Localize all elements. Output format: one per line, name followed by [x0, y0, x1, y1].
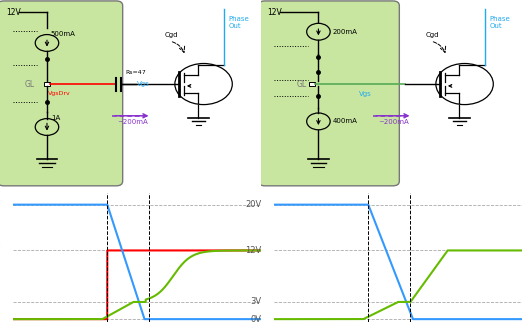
- Text: GL: GL: [296, 80, 307, 89]
- FancyBboxPatch shape: [258, 1, 399, 186]
- Text: 200mA: 200mA: [333, 29, 358, 35]
- Text: Cgd: Cgd: [164, 32, 178, 38]
- Text: Phase
Out: Phase Out: [490, 16, 510, 29]
- Text: GL: GL: [25, 80, 35, 89]
- Text: Phase
Out: Phase Out: [229, 16, 249, 29]
- Text: 400mA: 400mA: [333, 118, 358, 124]
- Text: 3V: 3V: [251, 298, 262, 307]
- Text: Vgs: Vgs: [359, 91, 372, 97]
- Text: 1A: 1A: [51, 115, 60, 121]
- Bar: [309, 82, 315, 86]
- Text: ~200mA: ~200mA: [117, 119, 148, 125]
- Text: 12V: 12V: [267, 8, 282, 17]
- Text: 500mA: 500mA: [51, 31, 76, 37]
- Text: 0V: 0V: [251, 315, 262, 322]
- Text: 12V: 12V: [6, 8, 21, 17]
- Text: 12V: 12V: [0, 246, 1, 255]
- Text: 0V: 0V: [0, 315, 1, 322]
- Bar: [44, 82, 50, 86]
- Text: Cgd: Cgd: [425, 32, 439, 38]
- Text: 20V: 20V: [245, 200, 262, 209]
- Text: VgsDrv: VgsDrv: [48, 90, 71, 96]
- Text: 3V: 3V: [0, 298, 1, 307]
- Text: Vgs: Vgs: [137, 81, 150, 87]
- Text: 12V: 12V: [245, 246, 262, 255]
- FancyBboxPatch shape: [0, 1, 123, 186]
- Text: Rs=47: Rs=47: [125, 70, 146, 75]
- Text: ~200mA: ~200mA: [378, 119, 409, 125]
- Text: 20V: 20V: [0, 200, 1, 209]
